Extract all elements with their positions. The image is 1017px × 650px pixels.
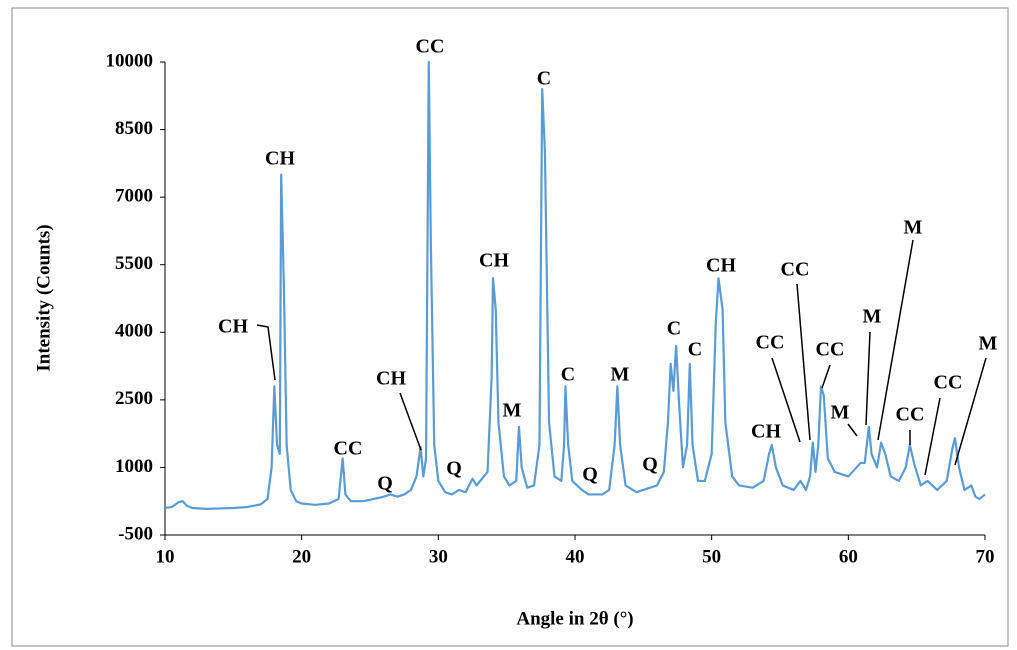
annotation: M [979,333,998,355]
annotation: CC [816,339,845,361]
annotation: C [561,364,575,386]
annotation: CH [376,368,406,390]
annotation: M [831,402,850,424]
x-tick-label: 40 [566,546,585,567]
y-tick-label: 7000 [115,186,153,207]
leader-line [877,239,914,441]
annotation: CC [756,332,785,354]
y-tick-label: 4000 [115,321,153,342]
annotation: CH [751,421,781,443]
annotation: M [904,217,923,239]
x-tick-label: 70 [976,546,995,567]
leader-line [399,392,422,451]
annotation: CH [265,148,295,170]
line-series [164,60,986,510]
annotation: C [688,339,702,361]
leader-line [924,397,941,476]
annotation: CH [479,250,509,272]
leader-line [865,331,871,426]
leader-line [954,357,987,466]
leader-line [821,364,831,389]
annotation: CH [218,316,248,338]
leader-line [847,423,858,437]
x-tick-label: 30 [429,546,448,567]
y-tick-label: 10000 [106,50,154,71]
annotation: CC [781,259,810,281]
x-axis-label: Angle in 2θ (°) [516,608,633,629]
x-tick-label: 60 [839,546,858,567]
annotation: Q [582,464,598,486]
annotation: Q [446,458,462,480]
annotation: Q [642,454,658,476]
annotation: M [611,364,630,386]
x-tick-label: 50 [702,546,721,567]
annotation: CH [706,255,736,277]
annotation: CC [934,372,963,394]
annotation: CC [416,36,445,58]
leader-line [796,283,811,441]
leader-line [771,357,801,443]
y-tick-label: 1000 [115,456,153,477]
annotation: C [537,68,551,90]
annotation: Q [377,473,393,495]
annotation: C [667,318,681,340]
frame [11,7,1009,647]
x-tick-label: 20 [292,546,311,567]
leader-line [256,324,276,381]
y-tick-label: -500 [118,523,153,544]
y-axis-label: Intensity (Counts) [33,224,54,371]
x-tick-label: 10 [156,546,175,567]
y-tick-label: 8500 [115,118,153,139]
annotation: CC [896,404,925,426]
y-tick-label: 5500 [115,253,153,274]
annotation: M [863,306,882,328]
annotation: M [503,400,522,422]
annotation: CC [334,438,363,460]
y-tick-label: 2500 [115,388,153,409]
